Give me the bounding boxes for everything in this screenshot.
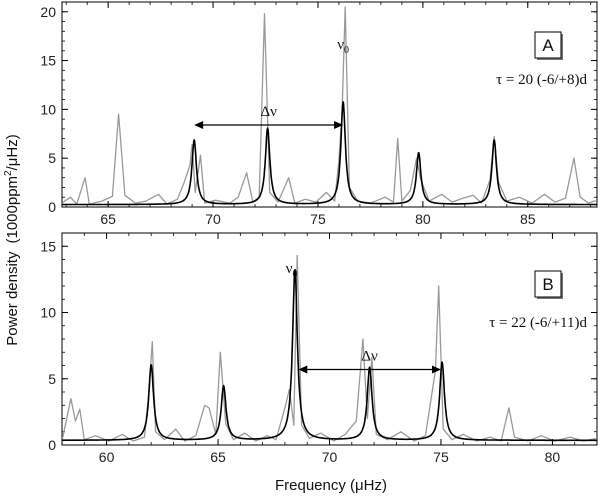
panel-a-nu0-label: ν0 bbox=[337, 37, 349, 56]
panel-a-x-tick-label: 75 bbox=[310, 211, 326, 227]
panel-a-x-tick-label: 80 bbox=[415, 211, 431, 227]
panel-b: 60 65 70 75 80 0 5 10 15 Δν ν0 Bτ = 22 (-6/+11)d bbox=[40, 232, 598, 465]
panel-a-x-tick-label: 70 bbox=[205, 211, 221, 227]
panel-a-y-tick-label: 20 bbox=[40, 4, 56, 20]
panel-b-x-tick-label: 75 bbox=[433, 449, 449, 465]
panel-a-tau-label: τ = 20 (-6/+8)d bbox=[496, 72, 587, 88]
panel-b-y-tick-label: 0 bbox=[48, 437, 56, 453]
panel-b-nu0-label: ν0 bbox=[286, 261, 298, 280]
panel-b-x-tick-label: 60 bbox=[99, 449, 115, 465]
panel-b-x-tick-label: 80 bbox=[545, 449, 561, 465]
panel-a-delta-nu-arrowhead-right bbox=[334, 121, 344, 129]
panel-b-delta-nu-label: Δν bbox=[361, 348, 378, 364]
panel-b-delta-nu-arrowhead-right bbox=[431, 365, 441, 374]
panel-a-observed-spectrum bbox=[62, 6, 597, 205]
panel-b-fitted-model bbox=[62, 268, 597, 442]
panel-b-frame bbox=[61, 232, 598, 446]
panel-b-y-tick-label: 5 bbox=[48, 371, 56, 387]
panel-b-delta-nu-arrowhead-left bbox=[298, 365, 308, 374]
panel-a: 65 70 75 80 85 0 5 10 15 20 Δν ν0 Aτ = 20 (-6/+8)d bbox=[40, 1, 598, 227]
panel-b-y-tick-label: 10 bbox=[40, 305, 56, 321]
panel-a-delta-nu-arrowhead-left bbox=[194, 121, 204, 129]
panel-a-delta-nu-label: Δν bbox=[260, 104, 277, 120]
panel-a-frame bbox=[61, 1, 598, 208]
panel-a-x-tick-label: 65 bbox=[100, 211, 116, 227]
panel-a-y-tick-label: 5 bbox=[48, 150, 56, 166]
panel-a-x-tick-label: 85 bbox=[520, 211, 536, 227]
panel-a-letter-box bbox=[534, 31, 562, 59]
panel-b-x-tick-label: 65 bbox=[210, 449, 226, 465]
panel-a-y-tick-label: 0 bbox=[48, 199, 56, 215]
panel-b-y-tick-label: 15 bbox=[40, 238, 56, 254]
panel-a-letter: A bbox=[542, 36, 554, 55]
panel-b-tau-label: τ = 22 (-6/+11)d bbox=[489, 315, 587, 331]
panel-b-letter-box bbox=[534, 270, 562, 298]
panel-b-x-tick-label: 70 bbox=[322, 449, 338, 465]
panel-a-fitted-model bbox=[62, 101, 597, 206]
x-axis-title: Frequency (μHz) bbox=[275, 477, 387, 494]
panel-b-observed-spectrum bbox=[62, 254, 597, 442]
y-axis-title: Power density(1000ppm2/μHz) bbox=[3, 134, 21, 345]
panel-b-letter: B bbox=[542, 275, 553, 294]
panel-a-y-tick-label: 15 bbox=[40, 53, 56, 69]
panel-a-y-tick-label: 10 bbox=[40, 101, 56, 117]
